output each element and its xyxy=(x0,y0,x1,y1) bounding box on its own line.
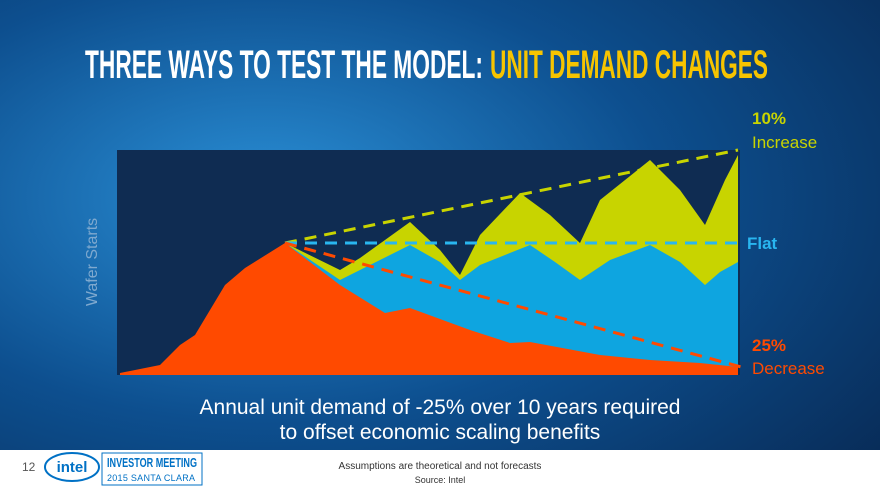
scenario-label: Decrease xyxy=(752,359,825,378)
scenario-label: Increase xyxy=(752,133,817,152)
caption: Annual unit demand of -25% over 10 years… xyxy=(200,396,681,419)
scenario-value: 10% xyxy=(752,109,786,128)
scenario-value: 25% xyxy=(752,336,786,355)
event: INVESTOR MEETING xyxy=(107,455,197,470)
caption: to offset economic scaling benefits xyxy=(280,421,601,444)
logo: intel xyxy=(57,459,88,476)
decrease-area xyxy=(120,243,738,375)
scenario-label: Flat xyxy=(747,234,778,253)
title-accent: UNIT DEMAND CHANGES xyxy=(490,43,768,87)
title: THREE WAYS TO TEST THE MODEL: UNIT DEMAN… xyxy=(85,43,768,87)
note: Assumptions are theoretical and not fore… xyxy=(339,461,542,472)
title-lead: THREE WAYS TO TEST THE MODEL: xyxy=(85,43,483,87)
increase-line xyxy=(284,148,739,245)
event-box xyxy=(101,452,203,486)
page-number: 12 xyxy=(22,460,36,474)
logo-ring xyxy=(44,452,100,482)
footer-bar xyxy=(0,450,880,495)
source: Source: Intel xyxy=(415,475,466,485)
y-label: Wafer Starts xyxy=(84,218,101,306)
event-sub: 2015 SANTA CLARA xyxy=(107,473,195,483)
